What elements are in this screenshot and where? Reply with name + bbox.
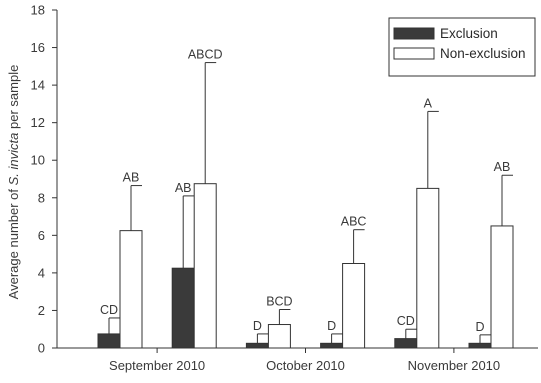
significance-label: A <box>424 96 433 110</box>
y-tick-label: 10 <box>31 153 45 168</box>
significance-label: D <box>327 319 336 333</box>
significance-labels: CD AB D D CD D AB ABCD BCD ABC A AB <box>100 48 510 334</box>
significance-label: ABC <box>341 215 367 229</box>
y-tick-label: 18 <box>31 3 45 18</box>
x-tick-label: November 2010 <box>408 358 501 373</box>
y-tick-label: 0 <box>38 341 45 356</box>
y-tick-label: 14 <box>31 78 45 93</box>
bar-exclusion <box>171 267 195 349</box>
significance-label: AB <box>123 171 140 185</box>
significance-label: AB <box>175 181 192 195</box>
axes: 0 2 4 6 8 10 12 14 16 18 Average number of S. invi… <box>6 3 538 373</box>
legend-label: Exclusion <box>440 26 498 41</box>
x-tick-label: September 2010 <box>109 358 205 373</box>
bar-non-exclusion <box>342 263 366 349</box>
bar-non-exclusion <box>119 230 143 349</box>
significance-label: ABCD <box>188 48 223 62</box>
bar-non-exclusion <box>267 324 291 349</box>
y-tick-label: 16 <box>31 40 45 55</box>
significance-label: D <box>475 320 484 334</box>
bar-exclusion <box>468 342 492 349</box>
bar-non-exclusion <box>490 225 514 349</box>
legend-label: Non-exclusion <box>440 46 526 61</box>
bar-non-exclusion <box>193 183 217 349</box>
significance-label: BCD <box>266 295 292 309</box>
y-tick-label: 8 <box>38 190 45 205</box>
y-tick-label: 12 <box>31 115 45 130</box>
y-tick-label: 2 <box>38 303 45 318</box>
legend-swatch-exclusion <box>393 27 435 40</box>
significance-label: D <box>253 319 262 333</box>
bar-exclusion <box>394 338 418 349</box>
legend-swatch-non-exclusion <box>393 47 435 60</box>
bars <box>97 62 514 349</box>
significance-label: AB <box>494 160 511 174</box>
y-axis-label: Average number of S. invicta per sample <box>6 65 21 300</box>
significance-label: CD <box>397 314 415 328</box>
bar-exclusion <box>245 342 269 349</box>
x-tick-label: October 2010 <box>266 358 345 373</box>
bar-exclusion <box>320 342 344 349</box>
significance-label: CD <box>100 303 118 317</box>
y-tick-label: 6 <box>38 228 45 243</box>
legend: Exclusion Non-exclusion <box>388 17 536 77</box>
bar-exclusion <box>97 333 121 349</box>
bar-non-exclusion <box>416 187 440 349</box>
y-tick-label: 4 <box>38 265 45 280</box>
